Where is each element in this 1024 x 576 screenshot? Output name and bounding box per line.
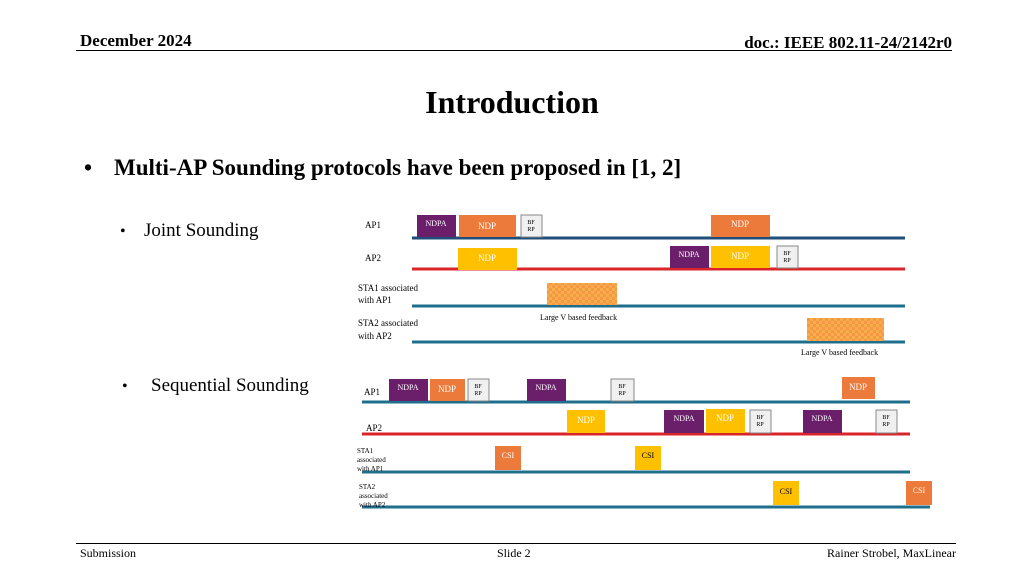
seq-sta2-label-1: STA2 bbox=[359, 483, 376, 491]
seq-ap1-ndpa-frame bbox=[389, 379, 428, 401]
joint-ap2-bf-label: BF bbox=[783, 251, 791, 257]
seq-sta1-csi-frame bbox=[495, 446, 521, 470]
seq-sta2-label-3: with AP2 bbox=[359, 501, 386, 509]
joint-sta2-feedback-frame bbox=[807, 318, 884, 341]
seq-ap1-bfrp-frame bbox=[467, 378, 490, 402]
seq-sta1-label-1: STA1 bbox=[357, 447, 374, 455]
joint-ap1-ndpa-label: NDPA bbox=[425, 219, 446, 228]
main-bullet: • Multi-AP Sounding protocols have been p… bbox=[84, 155, 681, 181]
joint-ap2-ndp-frame bbox=[458, 248, 517, 270]
seq-sta2-csi-label: CSI bbox=[780, 487, 793, 496]
seq-ap1-ndp-frame bbox=[430, 379, 465, 401]
bullet-dot: • bbox=[120, 223, 126, 240]
seq-sta2-csi2-frame bbox=[906, 481, 932, 505]
seq-ap2-rp2-label: RP bbox=[882, 422, 890, 428]
sub-bullet-sequential-text: Sequential Sounding bbox=[151, 375, 309, 396]
joint-ap2-ndpa-frame bbox=[670, 246, 709, 268]
header-date: December 2024 bbox=[80, 31, 192, 50]
joint-sta1-label-1: STA1 associated bbox=[358, 283, 419, 293]
joint-ap1-ndp2-label: NDP bbox=[731, 219, 749, 229]
joint-ap1-ndp-frame bbox=[459, 215, 516, 237]
footer-submission: Submission bbox=[80, 546, 137, 560]
joint-ap1-ndp-label: NDP bbox=[478, 221, 496, 231]
joint-sta2-label-1: STA2 associated bbox=[358, 318, 419, 328]
sequential-sounding-diagram: AP1 AP2 STA1 associated with AP1 STA2 as… bbox=[357, 377, 932, 509]
seq-ap1-rp2-label: RP bbox=[618, 391, 626, 397]
joint-sta2-label-2: with AP2 bbox=[358, 331, 392, 341]
seq-sta2-csi2-label: CSI bbox=[913, 486, 926, 495]
seq-ap2-bfrp2-frame bbox=[875, 409, 898, 434]
joint-ap1-ndpa-frame bbox=[417, 215, 456, 237]
seq-sta1-csi2-frame bbox=[635, 446, 661, 470]
seq-ap1-label: AP1 bbox=[364, 387, 380, 397]
seq-ap2-ndp2-label: NDP bbox=[716, 413, 734, 423]
seq-sta1-label-3: with AP1 bbox=[357, 465, 384, 473]
joint-ap2-bfrp-frame bbox=[776, 245, 799, 269]
sub-bullet-sequential: • Sequential Sounding bbox=[122, 375, 309, 397]
seq-ap2-label: AP2 bbox=[366, 423, 382, 433]
joint-sta1-feedback-label: Large V based feedback bbox=[540, 313, 617, 322]
seq-ap1-ndpa2-label: NDPA bbox=[535, 383, 556, 392]
joint-ap2-rp-label: RP bbox=[783, 258, 791, 264]
footer-author: Rainer Strobel, MaxLinear bbox=[827, 546, 956, 560]
seq-sta1-csi2-label: CSI bbox=[642, 451, 655, 460]
seq-ap1-bfrp2-frame bbox=[610, 378, 635, 402]
seq-ap2-bfrp-frame bbox=[749, 409, 772, 434]
joint-ap1-rp-label: RP bbox=[527, 227, 535, 233]
sub-bullet-joint-text: Joint Sounding bbox=[144, 220, 259, 241]
footer-slide-number: Slide 2 bbox=[497, 546, 531, 560]
seq-ap2-ndpa2-frame bbox=[803, 410, 842, 433]
seq-sta1-csi-label: CSI bbox=[502, 451, 515, 460]
slide-title: Introduction bbox=[425, 84, 599, 120]
seq-ap1-bf-label: BF bbox=[474, 384, 482, 390]
header-doc-id: doc.: IEEE 802.11-24/2142r0 bbox=[744, 33, 952, 52]
joint-sta2-feedback-label: Large V based feedback bbox=[801, 348, 878, 357]
main-bullet-text: Multi-AP Sounding protocols have been pr… bbox=[114, 155, 682, 180]
joint-ap2-label: AP2 bbox=[365, 253, 381, 263]
seq-sta2-label-2: associated bbox=[359, 492, 388, 500]
bullet-dot: • bbox=[122, 378, 128, 395]
joint-ap1-bf-label: BF bbox=[527, 220, 535, 226]
joint-ap1-ndp2-frame bbox=[711, 215, 770, 237]
joint-ap2-ndp2-frame bbox=[711, 246, 770, 268]
joint-ap2-ndpa-label: NDPA bbox=[678, 250, 699, 259]
seq-ap1-bf2-label: BF bbox=[618, 384, 626, 390]
seq-ap1-ndpa-label: NDPA bbox=[397, 383, 418, 392]
seq-ap2-bf2-label: BF bbox=[882, 415, 890, 421]
joint-sta1-label-2: with AP1 bbox=[358, 295, 392, 305]
joint-ap2-ndp-label: NDP bbox=[478, 253, 496, 263]
seq-sta1-label-2: associated bbox=[357, 456, 386, 464]
seq-ap1-ndp2-frame bbox=[842, 377, 875, 399]
header-divider bbox=[76, 50, 952, 51]
seq-ap1-ndpa2-frame bbox=[527, 379, 566, 401]
seq-ap2-rp-label: RP bbox=[756, 422, 764, 428]
joint-sounding-diagram: AP1 AP2 STA1 associated with AP1 STA2 as… bbox=[358, 214, 905, 357]
seq-ap2-ndpa2-label: NDPA bbox=[811, 414, 832, 423]
bullet-dot: • bbox=[84, 155, 93, 180]
seq-sta2-csi-frame bbox=[773, 481, 799, 505]
footer-divider bbox=[76, 543, 956, 544]
joint-ap1-bfrp-frame bbox=[520, 214, 543, 238]
seq-ap2-ndp2-frame bbox=[706, 409, 745, 433]
joint-ap2-ndp2-label: NDP bbox=[731, 251, 749, 261]
seq-ap2-ndpa-label: NDPA bbox=[673, 414, 694, 423]
seq-ap2-bf-label: BF bbox=[756, 415, 764, 421]
seq-ap2-ndp-frame bbox=[567, 410, 605, 433]
joint-sta1-feedback-frame bbox=[547, 283, 617, 305]
sub-bullet-joint: • Joint Sounding bbox=[120, 220, 259, 242]
seq-ap2-ndp-label: NDP bbox=[577, 415, 595, 425]
seq-ap1-ndp2-label: NDP bbox=[849, 382, 867, 392]
seq-ap1-ndp-label: NDP bbox=[438, 384, 456, 394]
joint-ap1-label: AP1 bbox=[365, 220, 381, 230]
seq-ap2-ndpa-frame bbox=[664, 410, 704, 433]
seq-ap1-rp-label: RP bbox=[474, 391, 482, 397]
